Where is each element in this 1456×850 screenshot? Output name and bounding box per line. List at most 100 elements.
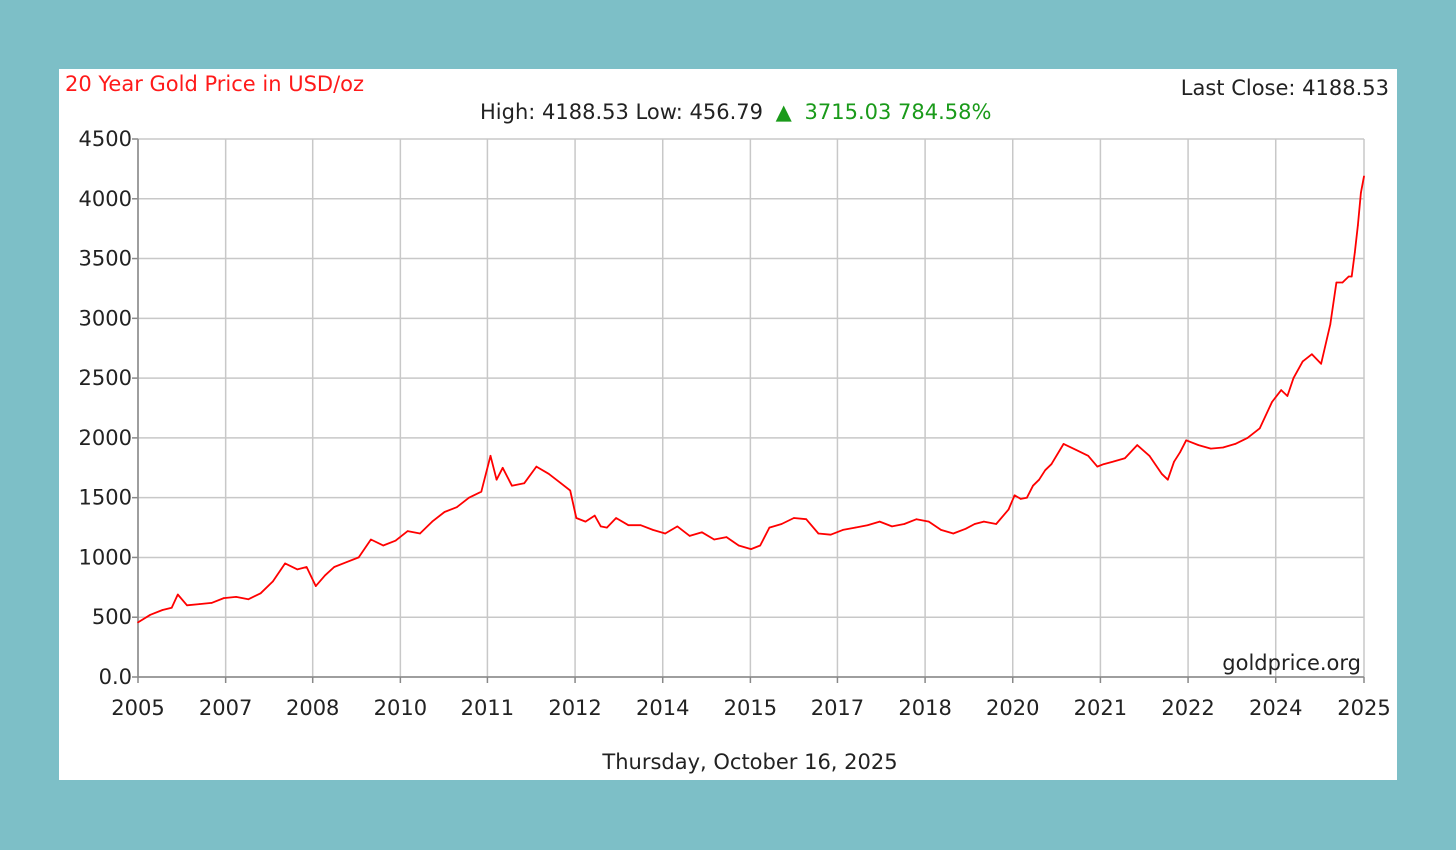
x-tick-label: 2024 <box>1249 696 1302 720</box>
data-point <box>431 520 434 523</box>
data-point <box>915 518 918 520</box>
data-point <box>713 538 715 541</box>
data-point <box>569 489 571 492</box>
data-point <box>639 524 642 526</box>
data-point <box>878 520 881 523</box>
data-point <box>1102 463 1105 466</box>
data-point <box>973 523 976 525</box>
data-point <box>1329 323 1332 326</box>
chart-title: 20 Year Gold Price in USD/oz <box>65 72 364 96</box>
data-point <box>1259 427 1261 430</box>
chart-panel: 20 Year Gold Price in USD/oz Last Close:… <box>59 69 1397 780</box>
data-point <box>780 523 783 525</box>
data-point <box>305 566 308 568</box>
data-point <box>523 482 525 485</box>
data-point <box>456 506 458 509</box>
data-point <box>940 529 942 531</box>
data-point <box>259 592 262 595</box>
x-tick-label: 2020 <box>986 696 1039 720</box>
data-point <box>1096 465 1099 468</box>
data-point <box>1136 444 1138 446</box>
y-tick-label: 1000 <box>79 545 132 569</box>
data-point <box>137 621 139 624</box>
data-point <box>1234 443 1237 445</box>
data-point <box>1347 275 1350 278</box>
data-point <box>284 562 286 565</box>
data-point <box>593 514 596 517</box>
change-label: 3715.03 784.58% <box>805 100 992 124</box>
data-point <box>1292 377 1295 379</box>
data-point <box>1271 401 1273 403</box>
data-point <box>1050 463 1053 466</box>
data-point <box>186 604 188 607</box>
data-point <box>964 528 967 530</box>
data-point <box>600 525 602 528</box>
data-point <box>443 511 446 513</box>
series-layer <box>137 175 1365 624</box>
data-point <box>952 532 955 535</box>
change-arrow-icon: ▲ <box>776 100 793 124</box>
x-tick-label: 2005 <box>111 696 164 720</box>
data-point <box>652 529 654 531</box>
data-point <box>1320 363 1322 365</box>
data-point <box>1111 461 1114 463</box>
footer-date: Thursday, October 16, 2025 <box>601 750 897 774</box>
data-point <box>149 614 152 616</box>
data-point <box>1197 444 1200 446</box>
data-point <box>627 524 630 526</box>
data-point <box>866 524 869 526</box>
data-point <box>829 533 832 536</box>
data-point <box>725 536 728 538</box>
data-point <box>272 580 274 583</box>
data-point <box>759 544 761 547</box>
data-point <box>606 526 608 529</box>
data-point <box>370 538 372 541</box>
data-point <box>406 530 409 532</box>
watermark-label: goldprice.org <box>1222 651 1361 675</box>
y-tick-label: 3000 <box>79 306 132 330</box>
data-point <box>333 566 336 568</box>
grid-layer <box>132 138 1365 683</box>
x-tick-labels: 2005 2007 2008 2010 2011 2012 2014 2015 2017 2018… <box>111 696 1390 720</box>
x-tick-label: 2015 <box>724 696 777 720</box>
x-tick-label: 2011 <box>461 696 514 720</box>
data-point <box>1167 478 1169 481</box>
data-point <box>903 523 906 525</box>
data-point <box>480 490 483 493</box>
x-tick-label: 2012 <box>548 696 601 720</box>
data-point <box>394 539 397 542</box>
data-point <box>315 585 317 587</box>
y-tick-label: 0.0 <box>99 665 132 689</box>
y-tick-label: 4000 <box>79 187 132 211</box>
x-tick-label: 2008 <box>286 696 339 720</box>
data-point <box>345 561 348 563</box>
data-point <box>1286 395 1289 397</box>
data-point <box>501 467 504 469</box>
data-point <box>584 520 587 523</box>
data-point <box>1335 281 1338 284</box>
data-point <box>1032 484 1034 487</box>
data-point <box>419 532 421 535</box>
y-tick-label: 1500 <box>79 486 132 510</box>
data-point <box>468 496 470 499</box>
data-point <box>1246 437 1249 439</box>
data-point <box>805 518 807 520</box>
data-point <box>170 606 173 609</box>
data-point <box>1185 439 1187 442</box>
data-point <box>750 548 752 550</box>
high-low-text: High: 4188.53 Low: 456.79 <box>480 100 763 124</box>
data-point <box>1148 455 1151 457</box>
data-point <box>1360 192 1362 194</box>
data-point <box>768 526 771 529</box>
data-point <box>1062 443 1065 445</box>
data-point <box>1038 478 1040 481</box>
data-point <box>1173 461 1175 463</box>
data-point <box>489 455 492 457</box>
data-point <box>842 529 844 531</box>
data-point <box>664 532 666 535</box>
series-line-gold-price <box>137 176 1365 624</box>
data-point <box>235 596 237 598</box>
data-point <box>688 535 691 537</box>
data-point <box>1210 447 1212 450</box>
data-point <box>701 531 703 534</box>
